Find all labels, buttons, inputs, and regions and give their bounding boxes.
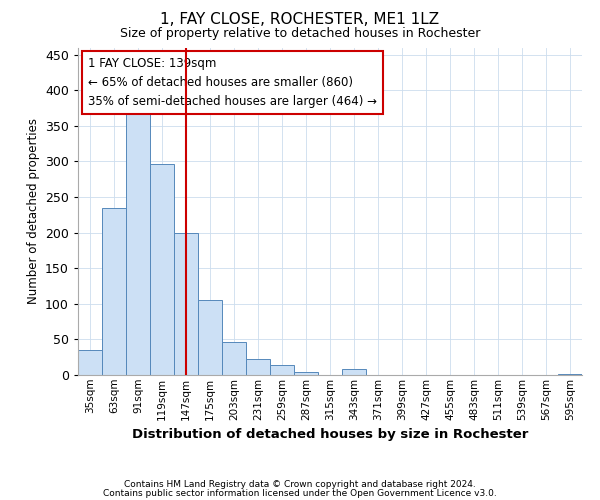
Bar xyxy=(126,114,150,375)
X-axis label: Distribution of detached houses by size in Rochester: Distribution of detached houses by size … xyxy=(132,428,528,441)
Text: Contains HM Land Registry data © Crown copyright and database right 2024.: Contains HM Land Registry data © Crown c… xyxy=(124,480,476,489)
Text: Size of property relative to detached houses in Rochester: Size of property relative to detached ho… xyxy=(120,28,480,40)
Bar xyxy=(174,234,198,375)
Bar xyxy=(294,372,318,375)
Y-axis label: Number of detached properties: Number of detached properties xyxy=(26,118,40,304)
Text: Contains public sector information licensed under the Open Government Licence v3: Contains public sector information licen… xyxy=(103,488,497,498)
Bar xyxy=(198,300,222,375)
Bar xyxy=(558,374,582,375)
Bar xyxy=(150,164,174,375)
Bar xyxy=(222,342,246,375)
Text: 1 FAY CLOSE: 139sqm
← 65% of detached houses are smaller (860)
35% of semi-detac: 1 FAY CLOSE: 139sqm ← 65% of detached ho… xyxy=(88,58,377,108)
Bar xyxy=(246,360,270,375)
Text: 1, FAY CLOSE, ROCHESTER, ME1 1LZ: 1, FAY CLOSE, ROCHESTER, ME1 1LZ xyxy=(160,12,440,28)
Bar xyxy=(270,365,294,375)
Bar xyxy=(78,350,102,375)
Bar xyxy=(102,208,126,375)
Bar xyxy=(342,368,366,375)
